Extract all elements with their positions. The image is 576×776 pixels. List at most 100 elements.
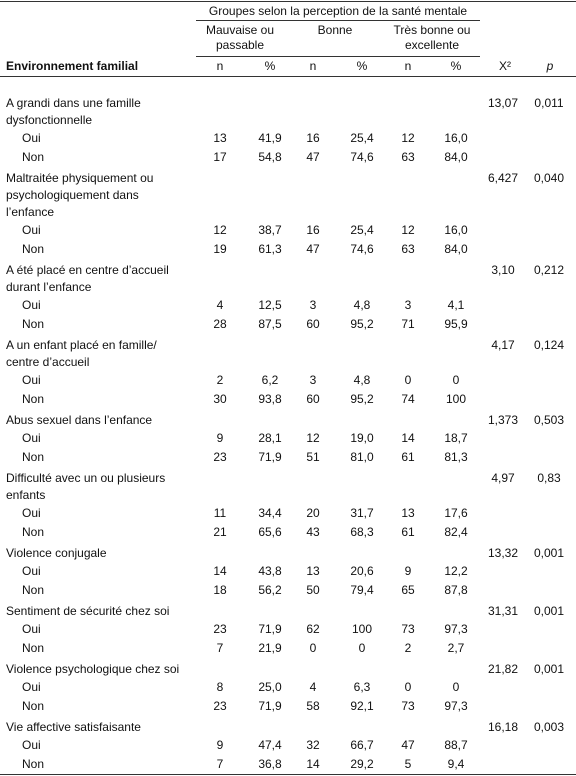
cell-value: 0 (404, 373, 412, 387)
group-header-line: Très bonne ou (393, 23, 471, 37)
data-row: Oui 9 47,4 32 66,7 47 88,7 (0, 736, 576, 755)
cell-value: 25,0 (258, 680, 282, 694)
cell-value: 65,6 (258, 525, 282, 539)
cell-value: 62 (306, 622, 320, 636)
cell-value: 95,9 (444, 317, 468, 331)
cell-value: 0 (404, 680, 412, 694)
cell-value: 43,8 (258, 564, 282, 578)
column-header: p (546, 59, 554, 73)
rule (0, 774, 576, 775)
cell-value: 0 (452, 680, 460, 694)
cell-value: 73 (401, 622, 415, 636)
section-label-line: durant l’enfance (6, 280, 92, 294)
cell-value: 16 (306, 223, 320, 237)
cell-value: 12,2 (444, 564, 468, 578)
cell-value: 28 (213, 317, 227, 331)
cell-value: 18 (213, 583, 227, 597)
cell-value: 81,0 (350, 450, 374, 464)
section-label-line: Sentiment de sécurité chez soi (6, 604, 170, 618)
cell-value: 20,6 (350, 564, 374, 578)
cell-value: 63 (401, 242, 415, 256)
cell-value: 3 (309, 298, 317, 312)
section-label: Vie affective satisfaisante (0, 719, 576, 736)
cell-value: 19 (213, 242, 227, 256)
data-row: Oui 12 38,7 16 25,4 12 16,0 (0, 221, 576, 240)
cell-value: 34,4 (258, 506, 282, 520)
row-label: Oui (22, 564, 41, 578)
section-label-line: centre d’accueil (6, 355, 90, 369)
cell-value: 87,8 (444, 583, 468, 597)
cell-value: 12 (306, 431, 320, 445)
cell-value: 14 (401, 431, 415, 445)
cell-value: 61 (401, 525, 415, 539)
row-label: Non (22, 450, 45, 464)
cell-value: 7 (216, 757, 224, 771)
cell-value: 4,8 (353, 298, 371, 312)
data-row: Non 21 65,6 43 68,3 61 82,4 (0, 523, 576, 542)
cell-value: 4 (309, 680, 317, 694)
cell-value: 68,3 (350, 525, 374, 539)
cell-value: 30 (213, 392, 227, 406)
cell-value: 66,7 (350, 738, 374, 752)
cell-value: 21 (213, 525, 227, 539)
cell-value: 71,9 (258, 622, 282, 636)
cell-value: 71,9 (258, 450, 282, 464)
section-label-line: Vie affective satisfaisante (6, 720, 141, 734)
group-header-line: Bonne (317, 23, 353, 37)
cell-value: 6,3 (353, 680, 371, 694)
cell-value: 60 (306, 392, 320, 406)
cell-value: 11 (213, 506, 227, 520)
data-row: Oui 13 41,9 16 25,4 12 16,0 (0, 129, 576, 148)
section-row: Violence conjugale 13,32 0,001 (0, 542, 576, 562)
column-header: % (450, 59, 462, 73)
cell-value: 2 (404, 641, 412, 655)
cell-value: 97,3 (444, 622, 468, 636)
section-label: Sentiment de sécurité chez soi (0, 603, 576, 620)
cell-value: 2 (216, 373, 224, 387)
row-label: Oui (22, 131, 41, 145)
cell-value: 5 (404, 757, 412, 771)
row-label: Oui (22, 738, 41, 752)
row-label: Oui (22, 223, 41, 237)
section-label: Difficulté avec un ou plusieurs enfants (0, 470, 576, 504)
cell-value: 84,0 (444, 242, 468, 256)
cell-value: 23 (213, 622, 227, 636)
chi-square: 6,427 (487, 171, 519, 185)
column-header: X² (499, 59, 511, 73)
cell-value: 63 (401, 150, 415, 164)
row-label: Oui (22, 622, 41, 636)
row-label: Oui (22, 298, 41, 312)
p-value: 0,503 (533, 413, 565, 427)
data-row: Non 23 71,9 51 81,0 61 81,3 (0, 448, 576, 467)
cell-value: 47,4 (258, 738, 282, 752)
section-label-line: Abus sexuel dans l’enfance (6, 413, 153, 427)
chi-square: 13,07 (487, 96, 519, 110)
cell-value: 12,5 (258, 298, 282, 312)
cell-value: 17,6 (444, 506, 468, 520)
cell-value: 16,0 (444, 223, 468, 237)
cell-value: 100 (445, 392, 467, 406)
cell-value: 25,4 (350, 131, 374, 145)
cell-value: 100 (351, 622, 373, 636)
cell-value: 38,7 (258, 223, 282, 237)
rule (196, 20, 480, 21)
row-label: Non (22, 583, 45, 597)
column-header: n (404, 59, 412, 73)
cell-value: 51 (306, 450, 320, 464)
section-label-line: A grandi dans une famille (6, 96, 141, 110)
column-header: n (309, 59, 317, 73)
section-label-line: psychologiquement dans (6, 188, 139, 202)
cell-value: 82,4 (444, 525, 468, 539)
section-row: Maltraitée physiquement ou psychologiquem… (0, 167, 576, 221)
section-row: Abus sexuel dans l’enfance 1,373 0,503 (0, 409, 576, 429)
group-header: Mauvaise ou passable (206, 23, 274, 53)
cell-value: 13 (401, 506, 415, 520)
data-row: Non 18 56,2 50 79,4 65 87,8 (0, 581, 576, 600)
cell-value: 9 (216, 738, 224, 752)
cell-value: 50 (306, 583, 320, 597)
column-header: Environnement familial (6, 59, 139, 73)
chi-square: 3,10 (491, 263, 515, 277)
cell-value: 54,8 (258, 150, 282, 164)
section-row: Violence psychologique chez soi 21,82 0,00… (0, 658, 576, 678)
